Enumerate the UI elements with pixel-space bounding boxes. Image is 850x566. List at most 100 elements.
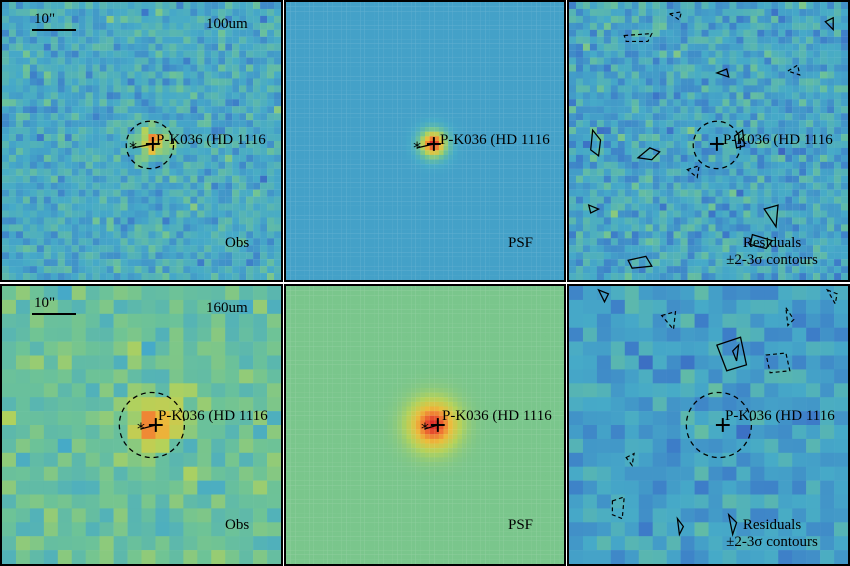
map-pixel bbox=[559, 99, 564, 105]
map-pixel bbox=[420, 178, 426, 183]
map-pixel bbox=[323, 103, 328, 109]
map-pixel bbox=[113, 106, 121, 114]
map-pixel bbox=[85, 71, 93, 79]
map-pixel bbox=[274, 252, 281, 260]
map-pixel bbox=[545, 145, 551, 151]
map-pixel bbox=[522, 15, 528, 21]
map-pixel bbox=[29, 141, 38, 149]
map-pixel bbox=[290, 71, 296, 77]
map-pixel bbox=[406, 48, 412, 54]
map-pixel bbox=[92, 106, 100, 114]
map-pixel bbox=[475, 43, 481, 49]
map-pixel bbox=[162, 15, 170, 23]
map-pixel bbox=[346, 2, 351, 7]
map-pixel bbox=[355, 127, 361, 132]
map-pixel bbox=[513, 25, 518, 30]
map-pixel bbox=[313, 229, 319, 234]
map-pixel bbox=[304, 164, 310, 169]
map-pixel bbox=[508, 6, 514, 12]
map-pixel bbox=[452, 247, 458, 253]
map-pixel bbox=[274, 141, 281, 149]
map-pixel bbox=[540, 43, 546, 49]
map-pixel bbox=[134, 134, 142, 142]
map-pixel bbox=[429, 117, 435, 123]
map-pixel bbox=[462, 252, 467, 257]
map-pixel bbox=[22, 15, 31, 23]
map-pixel bbox=[554, 145, 560, 151]
map-pixel bbox=[489, 215, 495, 220]
map-pixel bbox=[225, 252, 233, 260]
map-pixel bbox=[106, 154, 114, 162]
map-pixel bbox=[378, 205, 384, 211]
map-pixel bbox=[260, 78, 268, 86]
map-pixel bbox=[397, 76, 402, 81]
map-pixel bbox=[232, 231, 240, 239]
map-pixel bbox=[438, 94, 444, 100]
map-pixel bbox=[526, 210, 532, 216]
map-pixel bbox=[355, 224, 361, 230]
map-pixel bbox=[540, 210, 546, 216]
map-pixel bbox=[443, 103, 449, 109]
map-pixel bbox=[466, 43, 472, 49]
map-pixel bbox=[148, 113, 156, 121]
map-pixel bbox=[286, 57, 291, 63]
map-pixel bbox=[425, 210, 430, 216]
map-pixel bbox=[374, 29, 379, 35]
map-pixel bbox=[508, 15, 514, 21]
map-pixel bbox=[57, 210, 65, 218]
map-pixel bbox=[513, 113, 518, 118]
map-pixel bbox=[120, 15, 128, 23]
map-pixel bbox=[513, 238, 518, 244]
map-pixel bbox=[162, 231, 170, 239]
map-pixel bbox=[336, 2, 342, 7]
map-pixel bbox=[513, 229, 518, 234]
map-pixel bbox=[452, 62, 458, 67]
map-pixel bbox=[526, 85, 532, 91]
map-pixel bbox=[50, 161, 58, 169]
map-pixel bbox=[406, 182, 412, 188]
map-pixel bbox=[211, 175, 219, 183]
map-pixel bbox=[499, 178, 504, 183]
map-pixel bbox=[8, 245, 17, 253]
map-pixel bbox=[508, 25, 514, 30]
map-pixel bbox=[120, 189, 128, 197]
map-pixel bbox=[50, 273, 58, 280]
map-pixel bbox=[485, 39, 490, 44]
map-pixel bbox=[485, 108, 490, 114]
map-pixel bbox=[141, 134, 149, 142]
map-pixel bbox=[517, 131, 523, 137]
map-pixel bbox=[295, 127, 300, 132]
map-pixel bbox=[225, 196, 233, 204]
map-pixel bbox=[522, 11, 528, 16]
map-pixel bbox=[120, 99, 128, 107]
map-pixel bbox=[274, 189, 281, 197]
map-pixel bbox=[43, 64, 51, 72]
map-pixel bbox=[550, 201, 555, 206]
map-pixel bbox=[392, 233, 398, 239]
map-pixel bbox=[513, 48, 518, 54]
map-pixel bbox=[369, 43, 375, 49]
map-pixel bbox=[387, 71, 393, 77]
map-pixel bbox=[309, 48, 314, 54]
map-pixel bbox=[489, 141, 495, 146]
map-pixel bbox=[113, 29, 121, 37]
map-pixel bbox=[499, 48, 504, 54]
map-pixel bbox=[415, 145, 421, 151]
map-pixel bbox=[8, 50, 17, 58]
map-pixel bbox=[513, 173, 518, 179]
map-pixel bbox=[434, 256, 439, 262]
map-pixel bbox=[295, 219, 300, 225]
map-pixel bbox=[350, 117, 356, 123]
map-pixel bbox=[155, 189, 163, 197]
map-pixel bbox=[471, 173, 477, 179]
map-pixel bbox=[43, 36, 51, 44]
map-pixel bbox=[253, 64, 261, 72]
map-pixel bbox=[429, 136, 435, 142]
map-pixel bbox=[462, 2, 467, 7]
map-pixel bbox=[183, 175, 191, 183]
map-pixel bbox=[313, 15, 319, 21]
map-pixel bbox=[457, 62, 463, 67]
map-pixel bbox=[162, 224, 170, 232]
map-pixel bbox=[15, 106, 24, 114]
map-pixel bbox=[190, 175, 198, 183]
